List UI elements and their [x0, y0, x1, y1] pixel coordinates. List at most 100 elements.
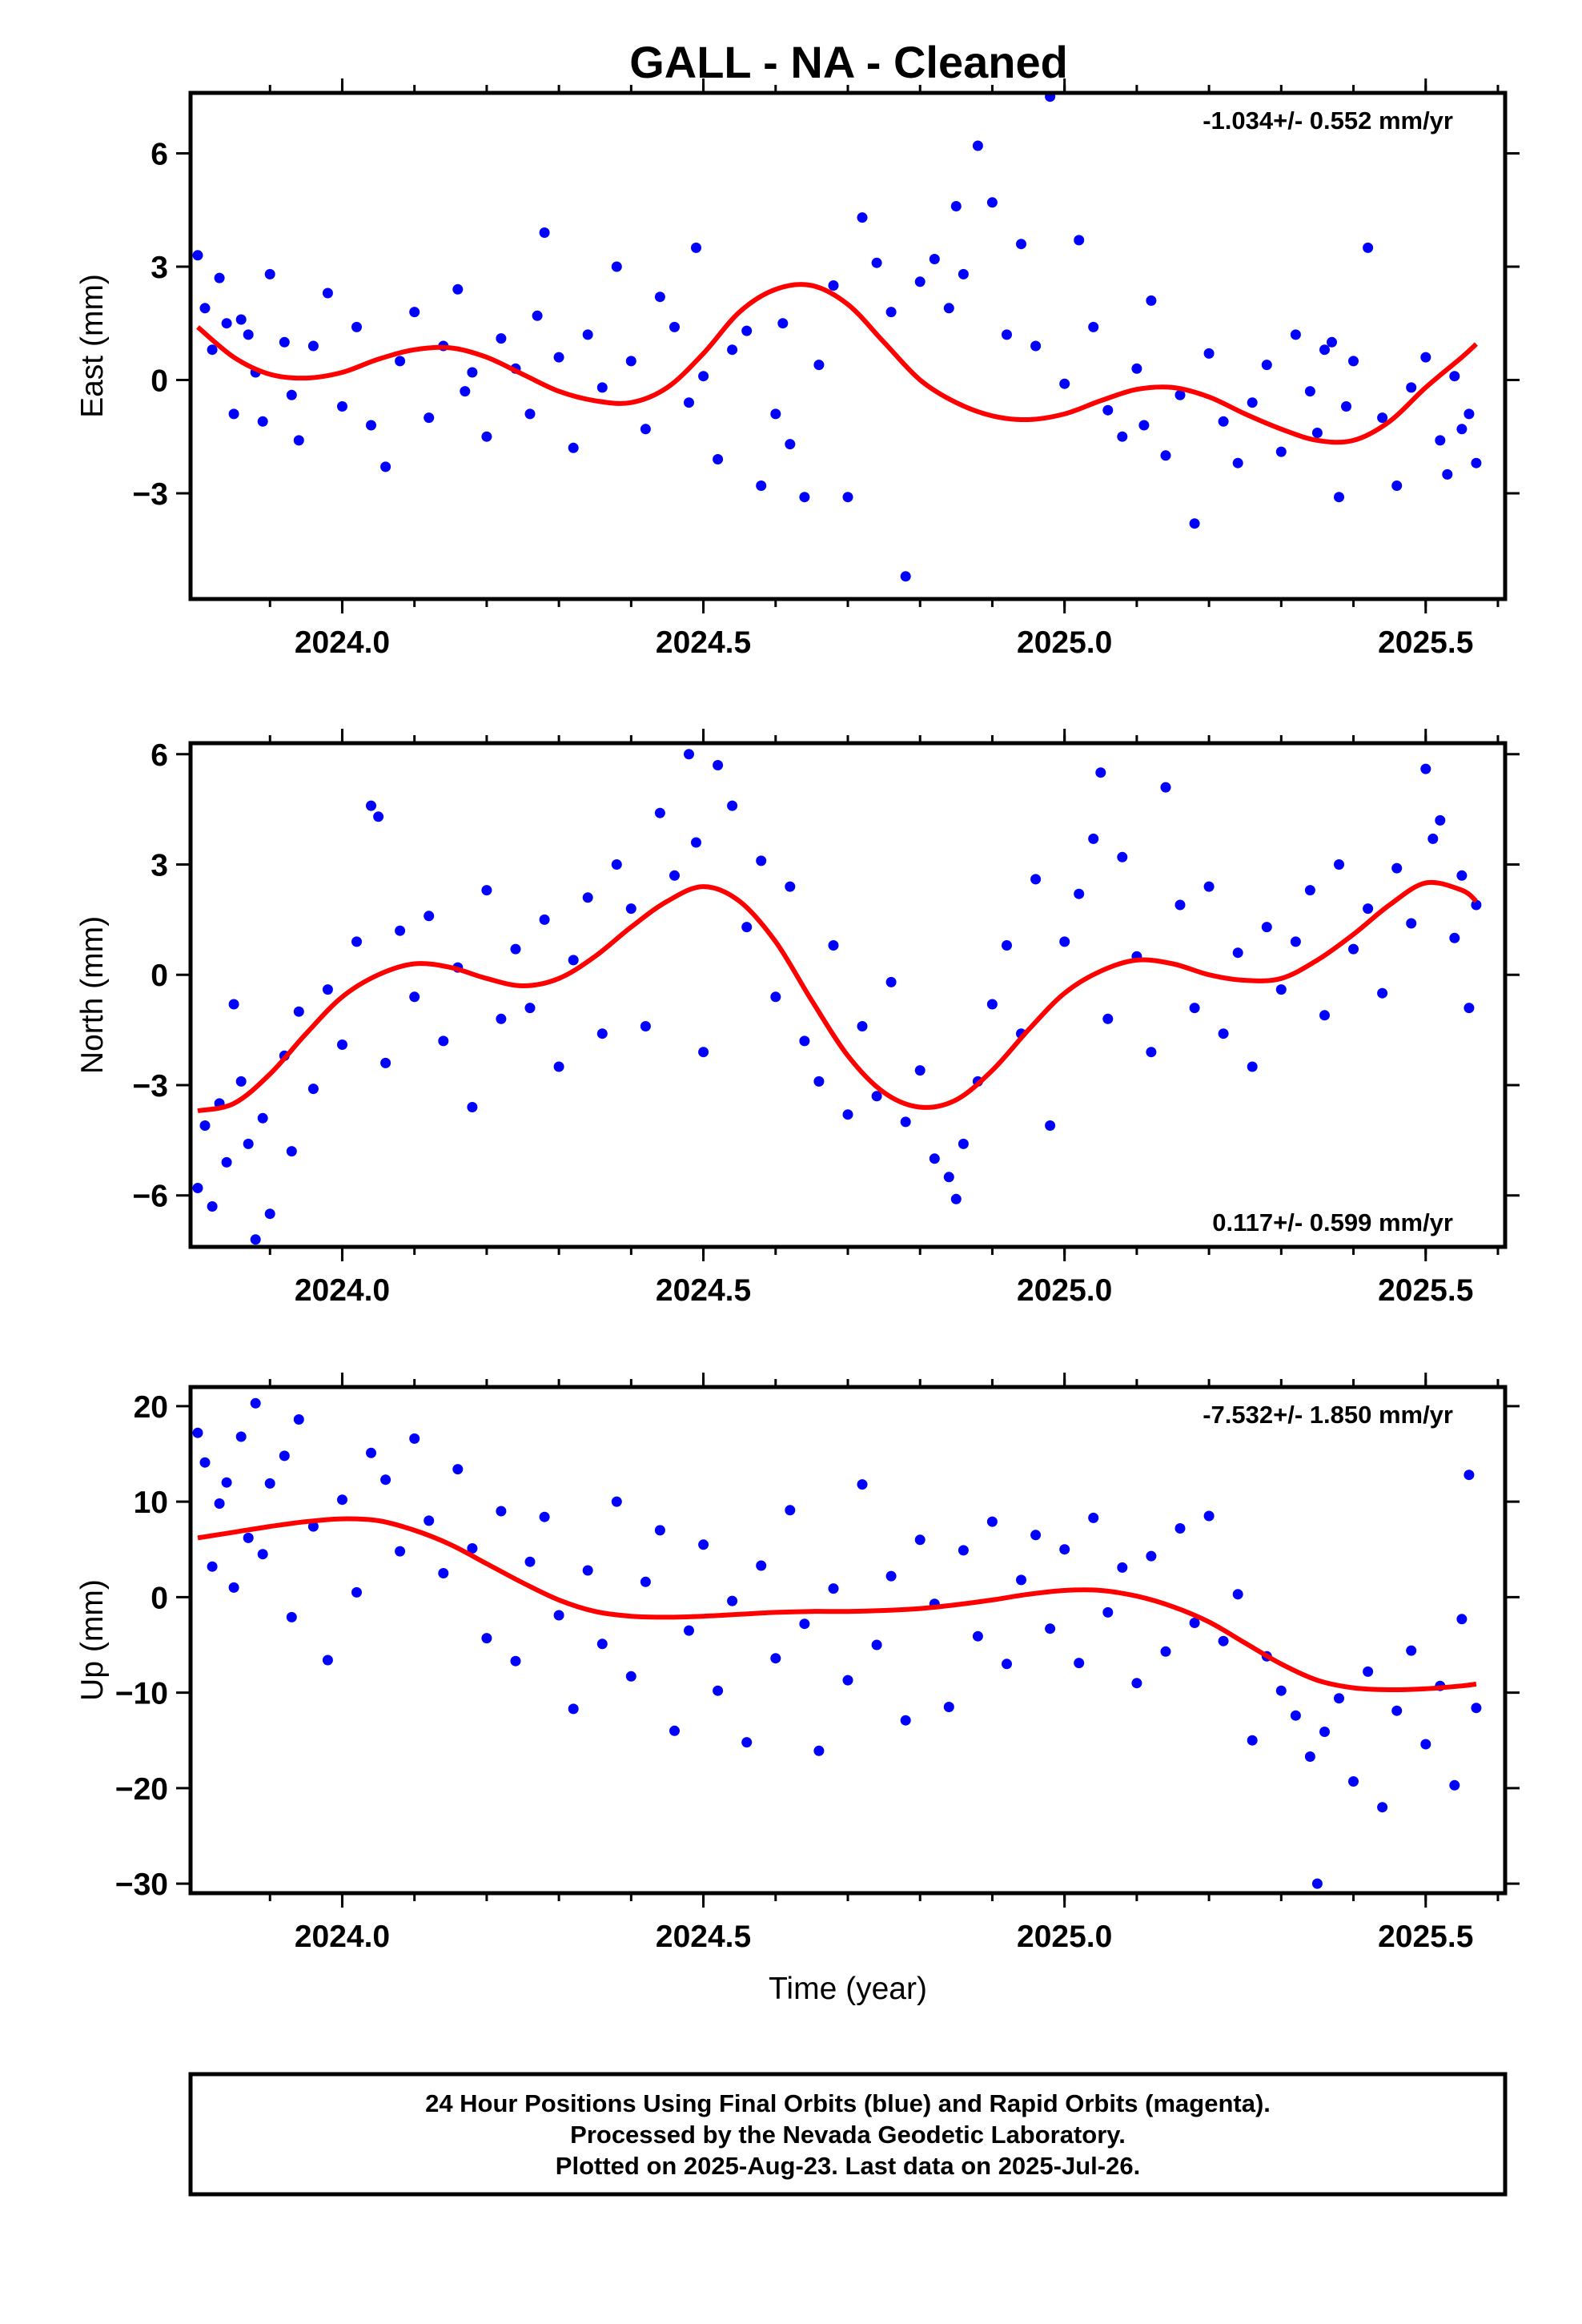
east-fit-line — [196, 282, 1478, 445]
north-point — [351, 936, 362, 947]
up-point — [770, 1653, 781, 1664]
up-point — [1406, 1645, 1417, 1656]
north-point — [698, 1047, 709, 1058]
up-point — [828, 1583, 839, 1594]
east-point — [524, 408, 536, 420]
east-point — [1275, 446, 1287, 457]
up-point — [914, 1534, 926, 1546]
up-point — [279, 1450, 290, 1462]
east-point — [1247, 397, 1258, 408]
up-point — [257, 1549, 268, 1560]
north-point — [553, 1061, 564, 1072]
east-point — [1464, 408, 1475, 420]
east-point — [1138, 420, 1150, 431]
east-point — [813, 360, 825, 371]
north-point — [510, 943, 521, 955]
up-point — [1464, 1470, 1475, 1481]
east-x-tick-label: 2025.0 — [1017, 625, 1112, 660]
east-point — [293, 435, 304, 446]
north-point — [828, 940, 839, 951]
east-point — [496, 333, 507, 344]
up-point — [972, 1630, 983, 1642]
up-point — [1174, 1523, 1186, 1534]
north-point — [1348, 943, 1359, 955]
north-point — [424, 911, 435, 922]
north-point — [438, 1035, 449, 1047]
up-x-tick-label: 2025.5 — [1378, 1920, 1473, 1954]
north-point — [539, 914, 550, 925]
east-point — [1059, 378, 1070, 389]
east-frame — [188, 90, 1508, 601]
up-point — [669, 1725, 680, 1736]
north-point — [1002, 940, 1012, 951]
east-point — [1174, 389, 1186, 400]
north-point — [900, 1116, 911, 1128]
up-point — [452, 1464, 464, 1475]
north-point — [1045, 1120, 1056, 1131]
up-y-tick-label: 0 — [151, 1581, 168, 1615]
up-point — [1074, 1658, 1085, 1669]
north-points — [192, 749, 1482, 1245]
up-point — [243, 1532, 254, 1543]
east-point — [756, 480, 767, 491]
east-point — [553, 352, 564, 363]
figure-title: GALL - NA - Cleaned — [629, 37, 1068, 87]
up-point — [713, 1685, 724, 1696]
north-y-tick-label: 6 — [151, 738, 168, 773]
north-fit-line — [197, 879, 1478, 1114]
east-point — [366, 420, 376, 431]
east-point — [1348, 356, 1359, 367]
east-point — [199, 303, 211, 314]
up-point — [1002, 1659, 1012, 1670]
north-point — [1146, 1047, 1157, 1058]
east-point — [857, 212, 868, 223]
north-point — [1261, 922, 1272, 933]
up-point — [625, 1671, 636, 1682]
north-point — [1456, 870, 1468, 881]
north-x-tick-label: 2025.0 — [1017, 1273, 1112, 1308]
east-point — [235, 314, 247, 325]
up-point — [1456, 1614, 1468, 1625]
east-point — [409, 307, 420, 318]
north-point — [264, 1208, 275, 1220]
north-point — [1334, 859, 1344, 870]
up-x-axis-label: Time (year) — [769, 1972, 927, 2006]
up-point — [1030, 1530, 1042, 1541]
up-point — [192, 1427, 203, 1438]
north-point — [1363, 903, 1374, 915]
east-point — [785, 439, 796, 450]
north-point — [713, 760, 724, 770]
north-point — [871, 1091, 882, 1102]
up-fit-line — [197, 1516, 1477, 1693]
up-points — [192, 1397, 1482, 1889]
east-point — [950, 201, 962, 211]
up-point — [727, 1595, 738, 1606]
up-point — [264, 1478, 275, 1489]
up-y-tick-label: 10 — [134, 1486, 168, 1520]
north-point — [243, 1138, 254, 1149]
north-point — [1449, 932, 1460, 943]
east-point — [727, 344, 738, 356]
up-point — [1363, 1666, 1374, 1677]
east-point — [1232, 457, 1243, 468]
north-point — [366, 800, 376, 811]
east-points — [192, 93, 1482, 582]
north-point — [524, 1003, 536, 1014]
up-point — [1377, 1802, 1388, 1813]
north-point — [373, 811, 384, 822]
north-point — [380, 1057, 391, 1068]
north-point — [322, 984, 333, 995]
up-point — [871, 1639, 882, 1651]
east-point — [885, 307, 897, 318]
north-x-tick-label: 2025.5 — [1378, 1273, 1473, 1308]
east-point — [279, 336, 290, 348]
east-point — [741, 325, 753, 336]
east-y-tick-label: 6 — [151, 137, 168, 171]
up-point — [366, 1447, 376, 1458]
up-point — [1016, 1574, 1026, 1586]
up-point — [640, 1576, 651, 1587]
up-point — [900, 1715, 911, 1726]
north-point — [1420, 763, 1431, 774]
north-y-tick-label: 3 — [151, 849, 168, 883]
footer-line-2: Processed by the Nevada Geodetic Laborat… — [570, 2121, 1126, 2149]
